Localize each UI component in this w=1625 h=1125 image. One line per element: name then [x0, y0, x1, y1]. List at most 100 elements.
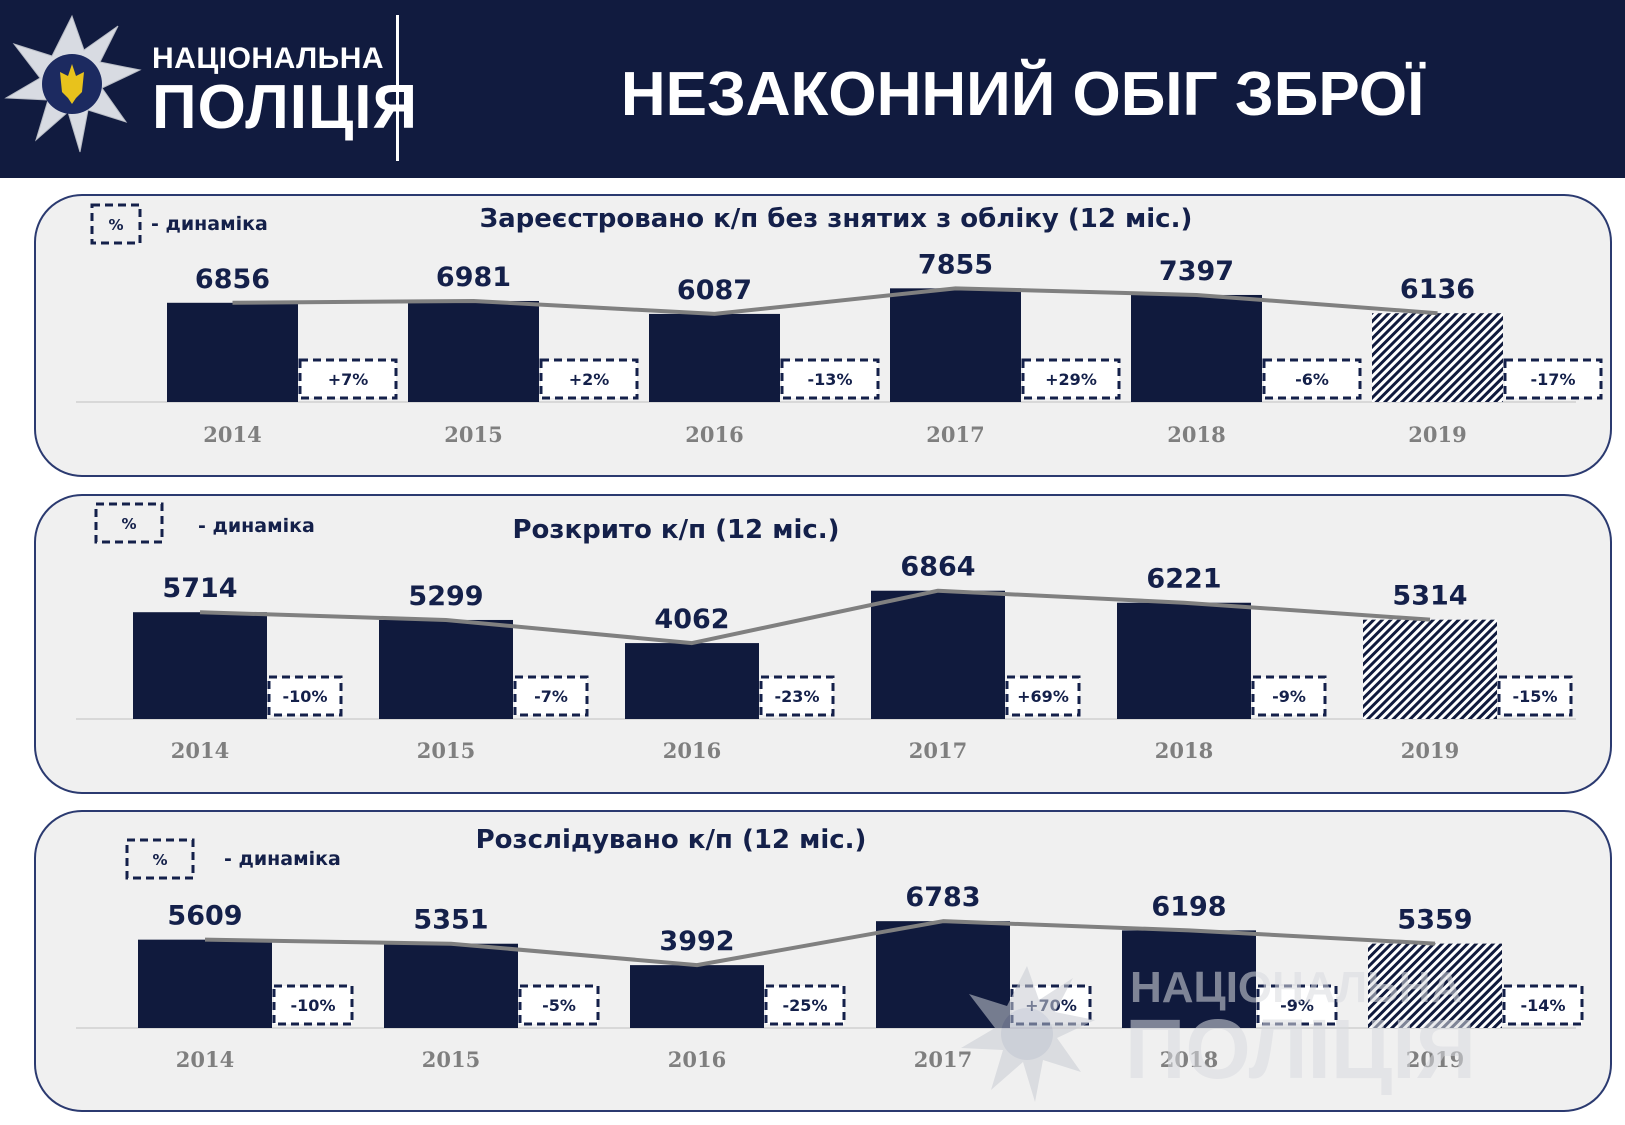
- bar-2018: [1131, 294, 1262, 402]
- value-label: 5359: [1397, 905, 1472, 936]
- dynamics-label: +69%: [1017, 687, 1069, 706]
- dynamics-label: -23%: [775, 687, 820, 706]
- dynamics-box: [1503, 358, 1603, 400]
- year-tick-label: 2016: [668, 1047, 726, 1072]
- bar-2014: [138, 939, 272, 1028]
- dynamics-label: -17%: [1531, 370, 1576, 389]
- year-tick-label: 2014: [171, 738, 229, 763]
- value-label: 3992: [659, 926, 734, 957]
- dynamics-box: [513, 675, 589, 717]
- trend-line: [204, 919, 1436, 968]
- bar-2015: [408, 300, 539, 402]
- dynamics-label: -15%: [1513, 687, 1558, 706]
- dynamics-label: -7%: [534, 687, 568, 706]
- dynamics-box: [1021, 358, 1121, 400]
- dynamics-box: [1256, 984, 1338, 1026]
- dynamics-label: -10%: [291, 996, 336, 1015]
- police-star-logo-icon: [4, 14, 142, 153]
- chart-title: Розкрито к/п (12 міс.): [512, 515, 839, 545]
- chart-title: Зареєстровано к/п без знятих з обліку (1…: [480, 204, 1193, 234]
- year-tick-label: 2019: [1408, 422, 1466, 447]
- dynamics-box: [780, 358, 880, 400]
- year-tick-label: 2018: [1155, 738, 1213, 763]
- dynamics-label: -5%: [542, 996, 576, 1015]
- dynamics-label: -25%: [783, 996, 828, 1015]
- dynamics-label: -9%: [1272, 687, 1306, 706]
- bar-2019: [1368, 943, 1502, 1028]
- legend-symbol: %: [108, 216, 123, 234]
- dynamics-label: +7%: [328, 370, 369, 389]
- value-label: 5314: [1392, 581, 1467, 612]
- bar-2015: [384, 943, 518, 1028]
- year-tick-label: 2017: [909, 738, 967, 763]
- bar-2017: [871, 590, 1005, 719]
- chart-panel-investigated: Розслідувано к/п (12 міс.)% - динаміка 560…: [34, 810, 1612, 1112]
- year-tick-label: 2014: [176, 1047, 234, 1072]
- dynamics-label: -10%: [283, 687, 328, 706]
- bar-2019: [1372, 313, 1503, 402]
- value-label: 6221: [1146, 564, 1221, 595]
- header: НАЦІОНАЛЬНА ПОЛІЦІЯ НЕЗАКОННИЙ ОБІГ ЗБРО…: [0, 0, 1625, 178]
- dynamics-box: [539, 358, 639, 400]
- bar-2014: [133, 612, 267, 719]
- dynamics-box: [1497, 675, 1573, 717]
- legend-swatch: [94, 502, 164, 544]
- legend-swatch: [90, 203, 142, 245]
- legend-symbol: %: [152, 851, 167, 869]
- year-tick-label: 2015: [422, 1047, 480, 1072]
- value-label: 6864: [900, 552, 975, 583]
- value-label: 5351: [413, 905, 488, 936]
- chart-solved: Розкрито к/п (12 міс.)% - динаміка 5714 -10…: [76, 502, 1576, 763]
- brand-wordmark: НАЦІОНАЛЬНА ПОЛІЦІЯ: [152, 42, 418, 140]
- dynamics-box: [267, 675, 343, 717]
- legend-text: - динаміка: [224, 848, 341, 870]
- dynamics-label: +2%: [569, 370, 610, 389]
- dynamics-box: [764, 984, 846, 1026]
- value-label: 5299: [408, 581, 483, 612]
- value-label: 6087: [677, 275, 752, 306]
- value-label: 4062: [654, 604, 729, 635]
- year-tick-label: 2018: [1167, 422, 1225, 447]
- value-label: 5714: [162, 573, 237, 604]
- dynamics-box: [1262, 358, 1362, 400]
- dynamics-label: -9%: [1280, 996, 1314, 1015]
- dynamics-box: [1502, 984, 1584, 1026]
- year-tick-label: 2015: [417, 738, 475, 763]
- bar-2017: [890, 288, 1021, 402]
- bar-2017: [876, 921, 1010, 1028]
- bar-2016: [625, 643, 759, 719]
- header-divider: [396, 15, 399, 161]
- bar-2018: [1117, 602, 1251, 719]
- value-label: 6981: [436, 262, 511, 293]
- dynamics-label: -13%: [808, 370, 853, 389]
- dynamics-box: [1005, 675, 1081, 717]
- value-label: 6198: [1151, 891, 1226, 922]
- legend-swatch: [125, 838, 195, 880]
- value-label: 6856: [195, 264, 270, 295]
- bar-2016: [649, 313, 780, 402]
- dynamics-box: [298, 358, 398, 400]
- value-label: 7855: [918, 249, 993, 280]
- value-label: 6783: [905, 882, 980, 913]
- dynamics-box: [759, 675, 835, 717]
- dynamics-label: +29%: [1045, 370, 1097, 389]
- chart-investigated: Розслідувано к/п (12 міс.)% - динаміка 560…: [76, 825, 1584, 1072]
- brand-line-1: НАЦІОНАЛЬНА: [152, 42, 385, 75]
- legend-text: - динаміка: [198, 515, 315, 537]
- chart-panel-registered: Зареєстровано к/п без знятих з обліку (1…: [34, 194, 1612, 477]
- dynamics-box: [518, 984, 600, 1026]
- year-tick-label: 2017: [914, 1047, 972, 1072]
- trend-line: [199, 588, 1431, 646]
- dynamics-label: -6%: [1295, 370, 1329, 389]
- value-label: 6136: [1400, 274, 1475, 305]
- bar-2019: [1363, 619, 1497, 719]
- year-tick-label: 2014: [203, 422, 261, 447]
- year-tick-label: 2017: [926, 422, 984, 447]
- brand-line-2: ПОЛІЦІЯ: [152, 73, 419, 142]
- dynamics-label: -14%: [1521, 996, 1566, 1015]
- legend-text: - динаміка: [151, 213, 268, 235]
- bar-2014: [167, 302, 298, 402]
- chart-registered: Зареєстровано к/п без знятих з обліку (1…: [76, 203, 1603, 447]
- year-tick-label: 2015: [444, 422, 502, 447]
- chart-title: Розслідувано к/п (12 міс.): [476, 825, 867, 855]
